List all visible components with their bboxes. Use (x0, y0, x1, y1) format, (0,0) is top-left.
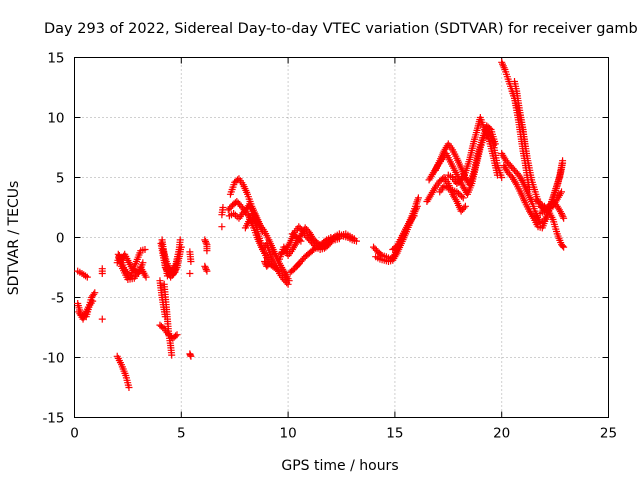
data-point (456, 191, 464, 199)
data-point (297, 237, 305, 245)
data-point (202, 264, 210, 272)
data-point (139, 259, 147, 267)
y-axis-label: SDTVAR / TECUs (6, 181, 22, 296)
x-tick-label: 10 (280, 426, 297, 442)
data-point (218, 223, 226, 231)
data-point (125, 384, 133, 391)
data-point (141, 246, 149, 253)
data-point (295, 260, 303, 268)
data-point (295, 236, 303, 244)
data-point (98, 315, 106, 323)
data-point (498, 174, 506, 181)
y-tick-label: 0 (56, 231, 65, 247)
data-point (261, 258, 269, 265)
data-point (98, 270, 106, 277)
data-point (410, 212, 418, 220)
data-point (558, 188, 566, 196)
y-tick-label: 15 (47, 51, 64, 67)
data-point (258, 228, 266, 235)
data-point (274, 266, 282, 274)
data-point (161, 313, 169, 321)
data-point (298, 226, 306, 234)
x-tick-label: 15 (386, 426, 403, 442)
data-point (308, 247, 316, 255)
data-point (558, 210, 566, 217)
data-point (335, 235, 343, 243)
data-point (521, 142, 529, 150)
data-point (176, 248, 184, 256)
data-point (460, 204, 468, 212)
data-point (459, 194, 467, 202)
data-point (177, 243, 185, 251)
y-tick-label: -5 (51, 291, 64, 307)
chart-title: Day 293 of 2022, Sidereal Day-to-day VTE… (44, 21, 638, 37)
data-point (535, 198, 543, 206)
data-point (560, 214, 568, 222)
data-point (560, 243, 568, 251)
data-point (89, 297, 97, 305)
data-point (377, 250, 385, 258)
data-point (243, 210, 251, 218)
data-point (187, 258, 195, 265)
data-point (168, 351, 176, 359)
data-point (264, 261, 272, 269)
data-point (559, 213, 567, 221)
data-point (202, 239, 210, 247)
data-point (203, 267, 211, 275)
data-point (90, 290, 98, 298)
data-point (558, 211, 566, 219)
data-point (219, 204, 227, 211)
y-tick-label: -15 (42, 411, 64, 427)
data-point (493, 171, 501, 179)
data-point (486, 124, 494, 132)
y-tick-label: 5 (56, 171, 65, 187)
data-point (559, 157, 567, 165)
data-point (499, 62, 507, 70)
data-point (350, 235, 358, 243)
data-point (413, 202, 421, 210)
data-point (176, 236, 184, 244)
x-tick-label: 20 (493, 426, 510, 442)
data-point (231, 211, 239, 219)
data-point (285, 277, 293, 285)
data-point (458, 192, 466, 200)
data-point (172, 332, 180, 340)
data-point (202, 266, 210, 273)
x-tick-label: 0 (70, 426, 79, 442)
data-point (83, 273, 91, 281)
data-point (414, 194, 422, 202)
data-point (202, 238, 210, 245)
data-point (173, 331, 181, 339)
data-point (321, 237, 329, 245)
y-tick-label: 10 (47, 111, 64, 127)
data-point (265, 260, 273, 268)
y-tick-labels: -15 -10 -5 0 5 10 15 (42, 51, 64, 427)
axis-ticks (74, 57, 609, 418)
data-point (461, 202, 469, 210)
y-tick-label: -10 (42, 351, 64, 367)
data-point (186, 270, 194, 277)
data-point (559, 242, 567, 250)
x-axis-label: GPS time / hours (281, 458, 398, 474)
data-point (91, 289, 99, 297)
data-point (203, 247, 211, 255)
x-tick-label: 25 (600, 426, 617, 442)
data-point (453, 188, 461, 196)
data-point (201, 236, 209, 244)
data-point (187, 352, 195, 360)
data-point (269, 262, 277, 270)
data-point (142, 273, 150, 281)
data-point (454, 189, 462, 197)
x-tick-label: 5 (177, 426, 186, 442)
x-tick-labels: 0 5 10 15 20 25 (70, 426, 617, 442)
data-point (201, 262, 209, 270)
data-point (293, 262, 301, 269)
data-points (74, 58, 568, 391)
